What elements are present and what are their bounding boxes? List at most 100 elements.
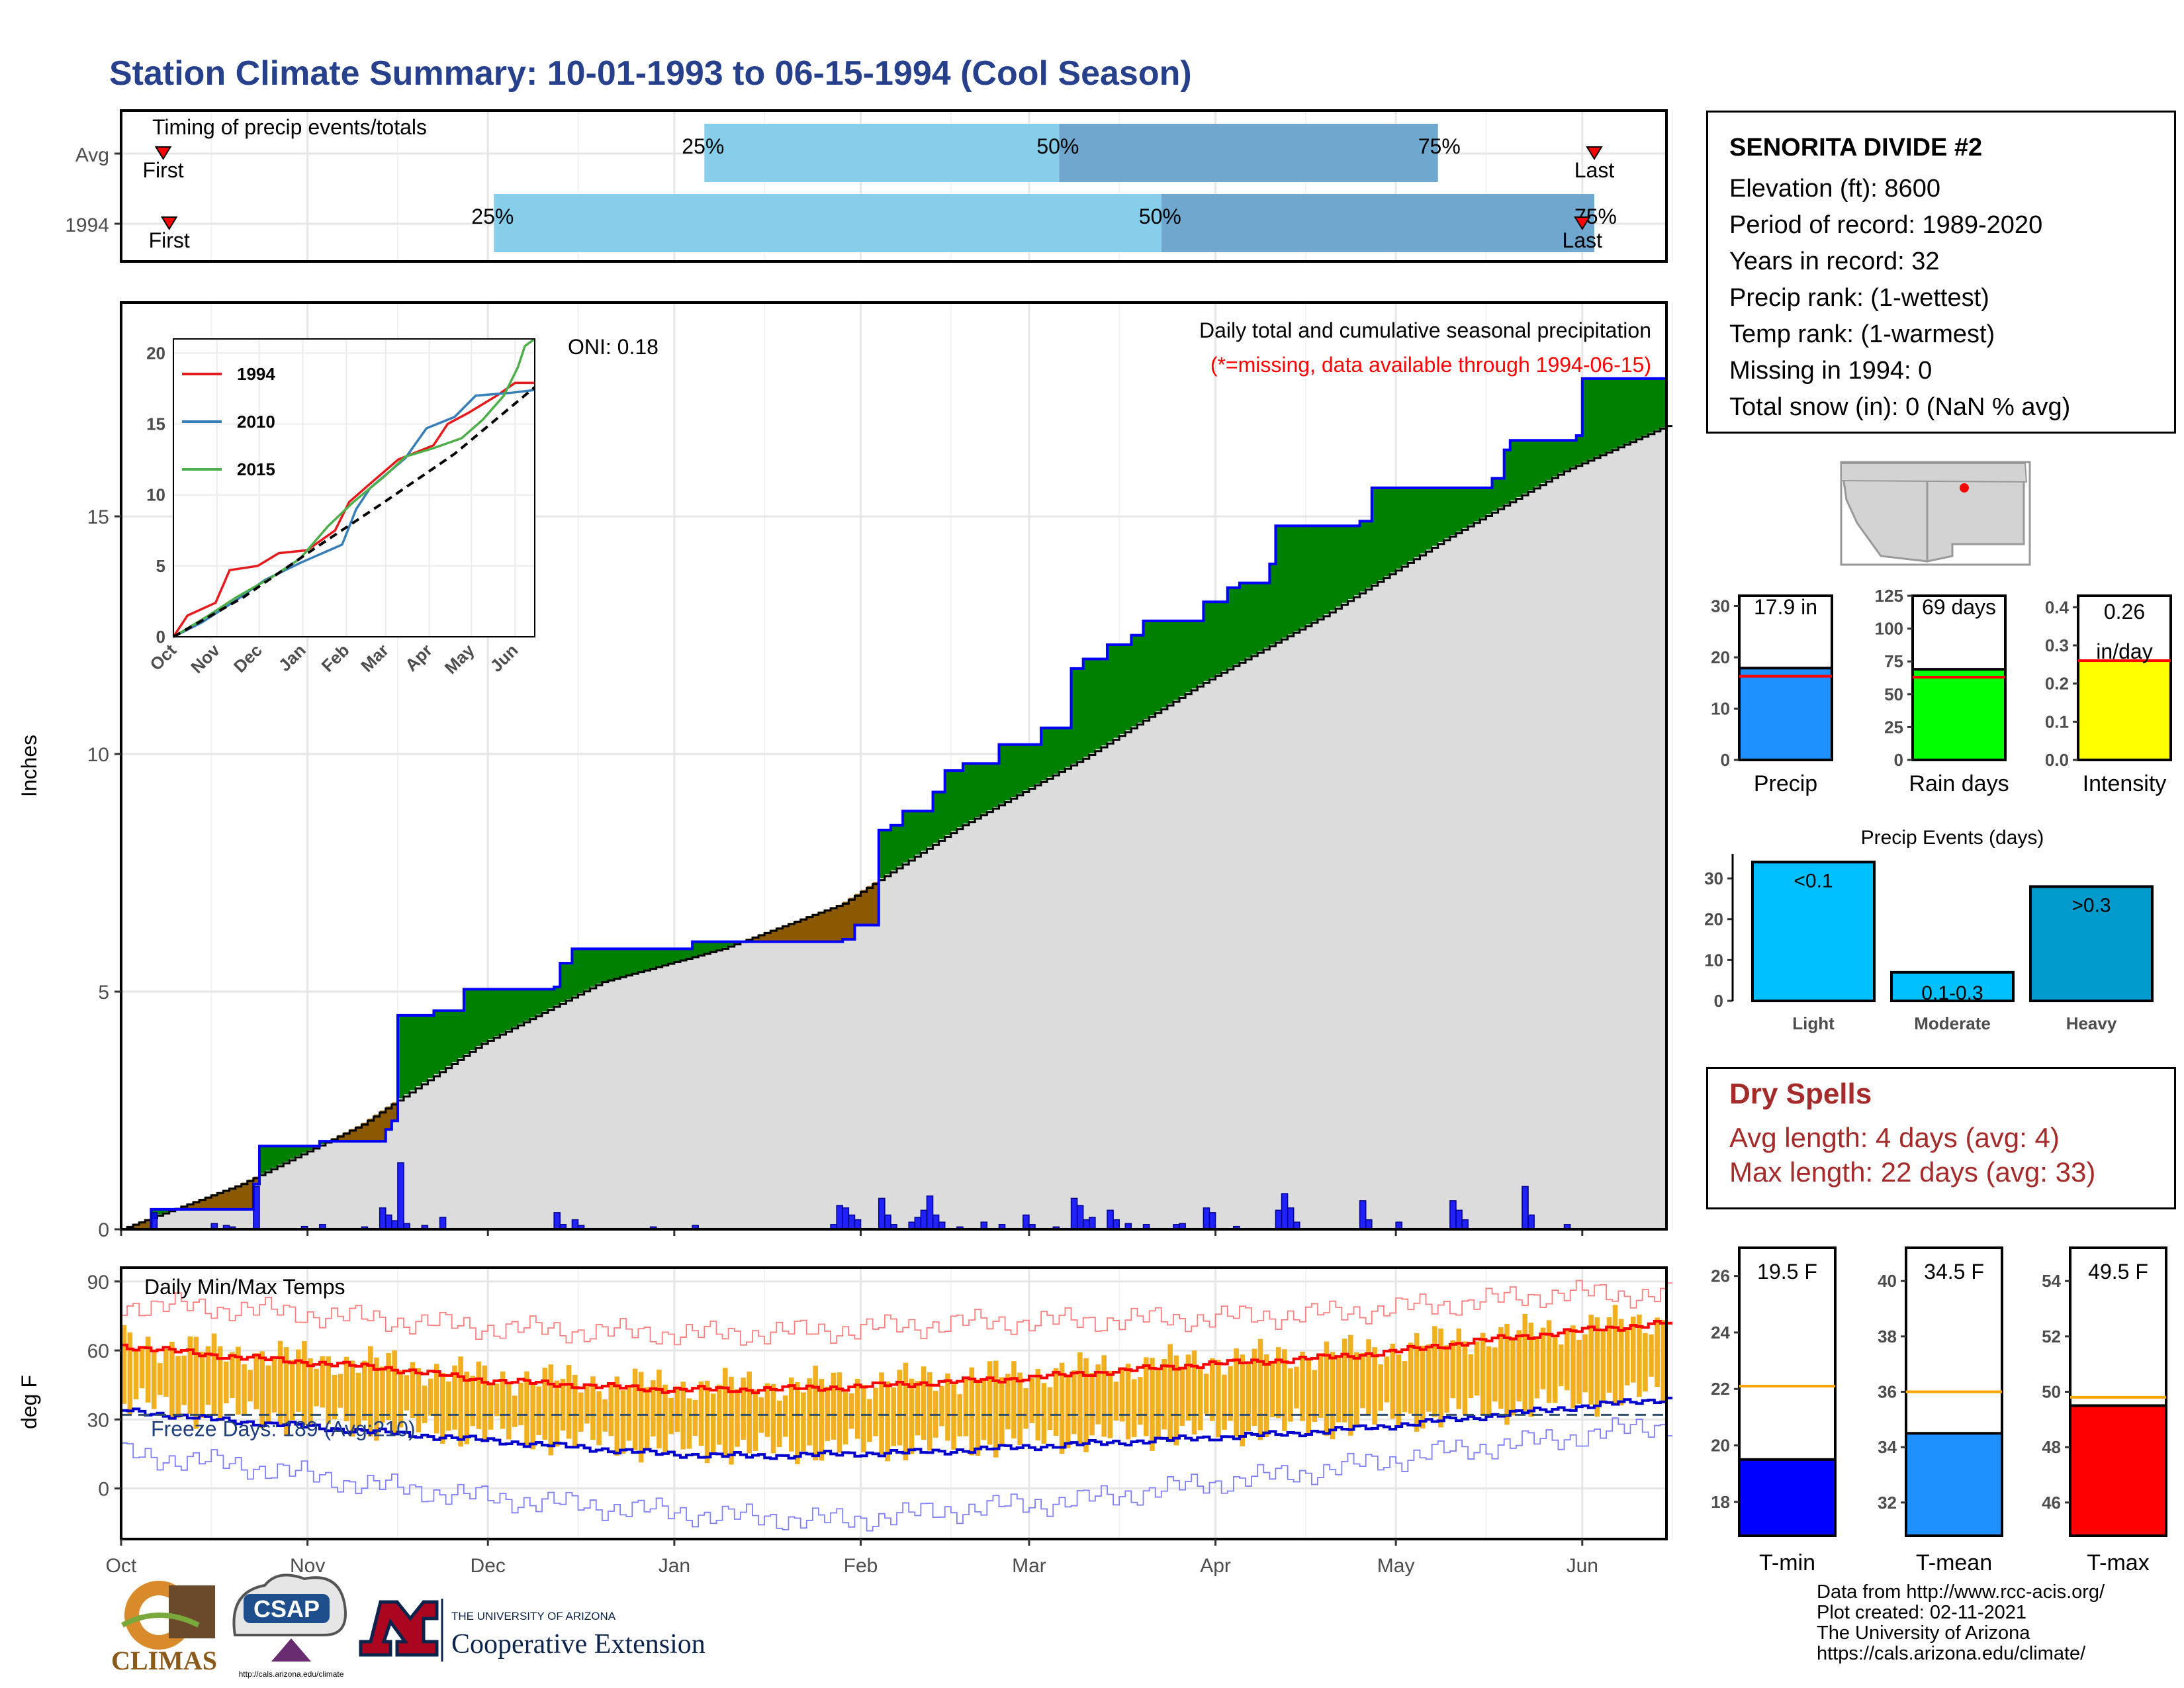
above-avg-fill <box>1540 440 1547 484</box>
daily-temp-bar <box>1294 1366 1299 1409</box>
daily-temp-bar <box>1612 1305 1618 1405</box>
daily-temp-bar <box>1565 1329 1570 1391</box>
above-avg-fill <box>1023 744 1030 790</box>
inset-frame <box>173 338 535 637</box>
temp-gauge-y-tick-label: 34 <box>1878 1437 1897 1457</box>
daily-temp-bar <box>1504 1323 1510 1425</box>
station-location-marker <box>1960 483 1969 492</box>
daily-temp-bar <box>969 1367 975 1456</box>
above-avg-fill <box>1143 621 1150 719</box>
daily-temp-bar <box>1173 1355 1179 1446</box>
daily-precip-bar <box>884 1214 891 1230</box>
daily-temp-bar <box>1396 1354 1402 1427</box>
above-avg-fill <box>927 811 934 847</box>
daily-temp-bar <box>1498 1327 1504 1409</box>
above-avg-fill <box>1359 521 1367 592</box>
daily-temp-bar <box>320 1356 325 1408</box>
above-avg-fill <box>1510 440 1517 501</box>
daily-temp-bar <box>1522 1313 1528 1411</box>
above-avg-fill <box>1353 526 1361 596</box>
below-avg-fill <box>205 1196 212 1209</box>
daily-temp-bar <box>1378 1364 1383 1411</box>
above-avg-fill <box>878 829 886 878</box>
above-avg-fill <box>1293 526 1300 632</box>
station-temp-rank: Temp rank: (1-warmest) <box>1729 320 1995 348</box>
above-avg-fill <box>1516 440 1523 497</box>
daily-temp-bar <box>921 1366 927 1440</box>
above-avg-fill <box>523 989 531 1021</box>
above-avg-fill <box>938 792 946 839</box>
daily-precip-bar <box>1365 1219 1373 1230</box>
daily-temp-bar <box>464 1372 469 1444</box>
daily-temp-bar <box>1101 1355 1107 1437</box>
above-avg-fill <box>1077 668 1084 761</box>
daily-temp-bar <box>1546 1320 1552 1403</box>
station-snow: Total snow (in): 0 (NaN % avg) <box>1729 393 2071 421</box>
daily-temp-bar <box>963 1378 969 1436</box>
daily-temp-bar <box>361 1360 367 1421</box>
daily-temp-bar <box>1306 1358 1311 1434</box>
above-avg-fill <box>1324 526 1330 614</box>
above-avg-fill <box>482 989 488 1043</box>
above-avg-fill <box>1600 378 1607 454</box>
above-avg-fill <box>656 949 663 966</box>
daily-temp-bar <box>368 1346 373 1437</box>
credit-plot-created: Plot created: 02-11-2021 <box>1817 1602 2027 1623</box>
above-avg-fill <box>1131 635 1138 727</box>
daily-temp-bar <box>752 1389 758 1451</box>
daily-temp-bar <box>1492 1347 1498 1402</box>
above-avg-fill <box>157 1209 164 1215</box>
daily-temp-bar <box>1240 1354 1246 1446</box>
above-avg-fill <box>999 744 1006 804</box>
above-avg-fill <box>915 811 921 855</box>
daily-temp-bar <box>1552 1336 1558 1403</box>
daily-temp-bar <box>488 1385 494 1430</box>
above-avg-fill <box>686 949 693 959</box>
daily-temp-bar <box>993 1360 999 1458</box>
daily-temp-bar <box>308 1358 313 1425</box>
daily-temp-bar <box>861 1385 866 1453</box>
daily-temp-bar <box>500 1371 506 1429</box>
csap-url: http://cals.arizona.edu/climate <box>239 1669 344 1679</box>
timing-bar-q50-q75 <box>1161 194 1594 252</box>
above-avg-fill <box>428 1015 435 1078</box>
gauge-y-tick-label: 0 <box>1894 750 1903 770</box>
climas-logo: CLIMAS <box>111 1581 217 1675</box>
daily-temp-bar <box>1300 1351 1305 1421</box>
daily-temp-bar <box>776 1400 782 1448</box>
daily-temp-bar <box>1618 1319 1624 1406</box>
daily-temp-bar <box>1029 1378 1035 1423</box>
daily-temp-bar <box>518 1382 523 1426</box>
below-avg-fill <box>133 1223 140 1229</box>
first-event-marker <box>160 216 178 230</box>
daily-temp-bar <box>1011 1361 1017 1439</box>
daily-temp-bar <box>801 1392 806 1452</box>
above-avg-fill <box>1191 621 1198 688</box>
above-avg-fill <box>295 1146 302 1156</box>
daily-temp-bar <box>380 1366 385 1423</box>
daily-temp-bar <box>885 1381 890 1462</box>
daily-temp-bar <box>674 1386 680 1432</box>
daily-temp-bar <box>1414 1333 1420 1432</box>
above-avg-fill <box>956 771 964 827</box>
above-avg-fill <box>1017 744 1024 794</box>
first-event-label: First <box>149 228 190 252</box>
above-avg-fill <box>1299 526 1306 628</box>
gauge-bar <box>1738 667 1833 762</box>
daily-temp-bar <box>879 1372 884 1454</box>
gauge-y-tick-label: 0.0 <box>2045 750 2069 770</box>
above-avg-fill <box>1528 440 1535 491</box>
temp-gauge-y-tick-label: 50 <box>2042 1382 2061 1402</box>
daily-temp-bar <box>217 1346 223 1421</box>
daily-temp-bar <box>657 1370 662 1449</box>
above-avg-fill <box>897 825 903 867</box>
daily-temp-bar <box>1137 1377 1143 1425</box>
above-avg-fill <box>950 771 958 831</box>
below-avg-fill <box>235 1185 242 1209</box>
above-avg-fill <box>1137 635 1144 723</box>
daily-precip-bar <box>878 1197 886 1230</box>
daily-temp-bar <box>1209 1358 1215 1421</box>
above-avg-fill <box>933 792 940 843</box>
above-avg-fill <box>512 989 519 1027</box>
below-avg-fill <box>247 1180 254 1209</box>
